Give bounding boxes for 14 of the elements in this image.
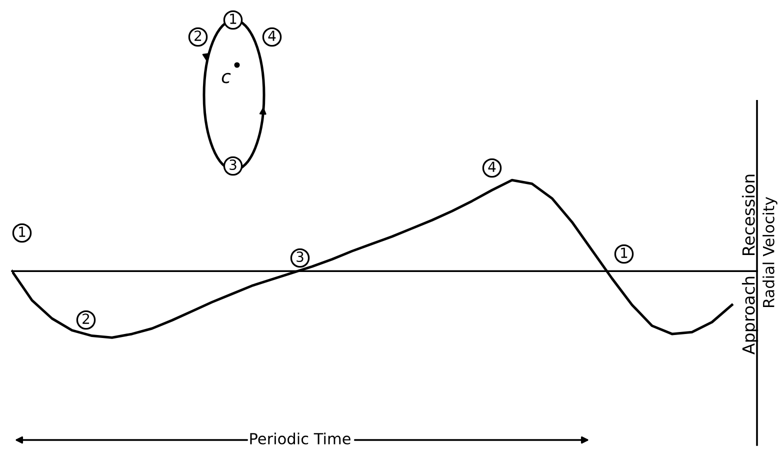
annotation: 2 (82, 314, 90, 324)
text: c (222, 72, 231, 84)
text: 4 (268, 30, 276, 41)
text: 1 (230, 14, 236, 24)
annotation: Approach (742, 276, 758, 354)
text: 2 (194, 30, 202, 41)
text: 4 (488, 162, 496, 172)
y-axis-title: Radial Velocity (762, 196, 778, 307)
annotation: 1 (621, 248, 628, 258)
annotation: 3 (296, 252, 304, 262)
text: Periodic Time (250, 432, 350, 444)
annotation: 1 (19, 226, 26, 237)
annotation: Recession (742, 174, 755, 255)
text: 3 (230, 160, 236, 170)
